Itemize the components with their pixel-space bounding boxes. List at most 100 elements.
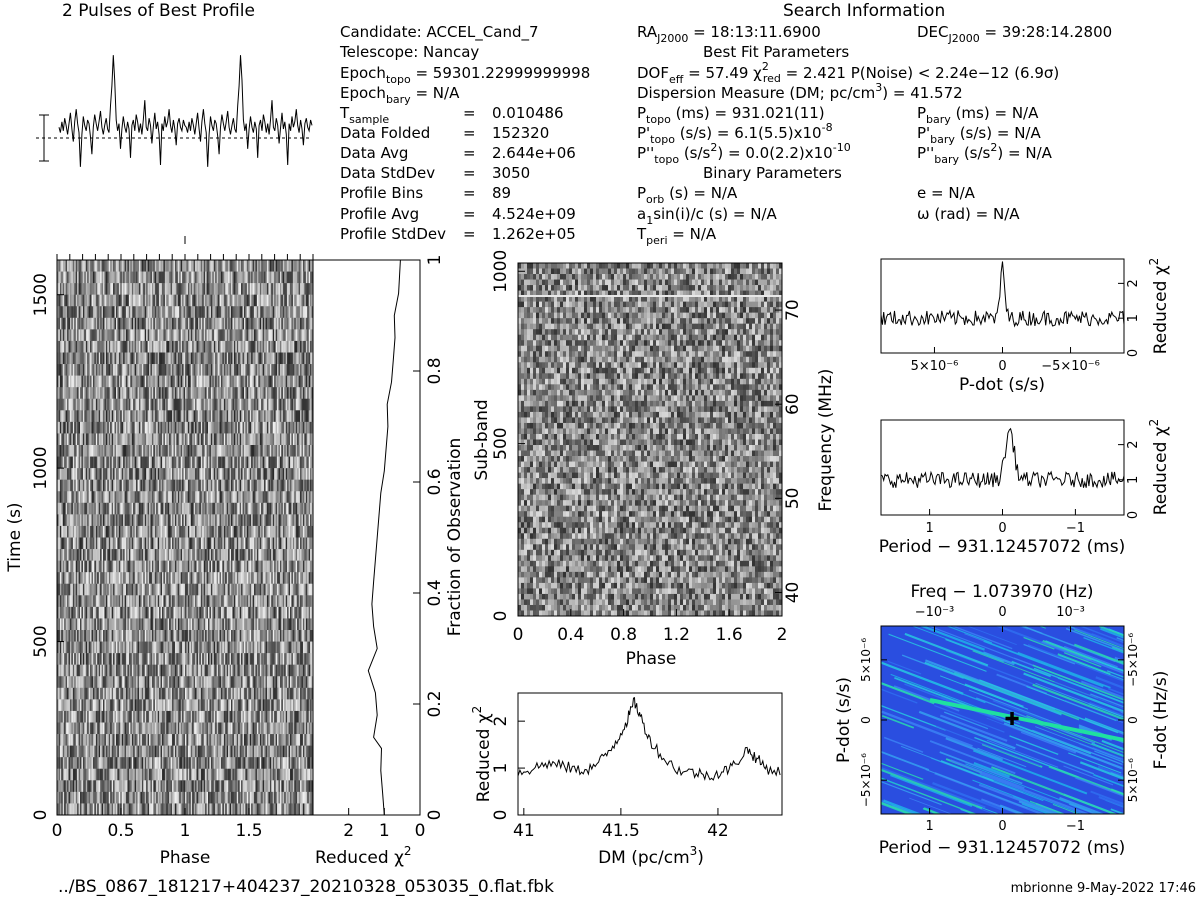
time-phase-cell <box>197 294 200 307</box>
time-phase-cell <box>97 468 100 480</box>
time-phase-cell <box>289 271 292 284</box>
time-phase-cell <box>173 433 176 446</box>
time-phase-cell <box>108 514 111 527</box>
time-phase-cell <box>229 364 232 376</box>
time-phase-cell <box>75 317 78 330</box>
time-phase-cell <box>200 445 203 457</box>
time-phase-cell <box>84 502 87 515</box>
time-phase-cell <box>202 491 205 504</box>
time-phase-cell <box>177 549 180 561</box>
time-phase-cell <box>297 329 300 342</box>
time-phase-cell <box>190 537 193 550</box>
time-phase-cell <box>259 468 262 480</box>
time-phase-cell <box>277 537 279 550</box>
time-phase-cell <box>285 306 288 319</box>
time-phase-cell <box>87 294 90 307</box>
time-phase-cell <box>254 421 256 434</box>
time-phase-cell <box>71 502 74 515</box>
time-phase-cell <box>219 537 222 550</box>
time-phase-cell <box>279 410 282 423</box>
time-phase-cell <box>101 364 104 376</box>
time-phase-cell <box>213 491 216 504</box>
time-phase-cell <box>120 271 123 284</box>
time-phase-cell <box>251 294 253 307</box>
time-phase-cell <box>94 260 97 272</box>
time-phase-cell <box>243 525 246 538</box>
time-phase-cell <box>226 317 229 330</box>
time-phase-cell <box>159 352 161 365</box>
time-phase-cell <box>138 537 141 550</box>
time-phase-cell <box>300 410 302 423</box>
time-phase-cell <box>151 260 154 272</box>
time-phase-cell <box>183 260 186 272</box>
time-phase-cell <box>275 549 278 561</box>
time-phase-cell <box>294 329 297 342</box>
time-phase-cell <box>278 421 281 434</box>
time-phase-cell <box>123 294 125 307</box>
time-phase-cell <box>57 433 59 446</box>
time-phase-cell <box>219 260 222 272</box>
time-phase-cell <box>216 410 219 423</box>
time-phase-cell <box>277 421 279 434</box>
time-phase-cell <box>157 433 160 446</box>
time-phase-cell <box>233 271 236 284</box>
time-phase-cell <box>292 271 295 284</box>
time-phase-cell <box>285 260 288 272</box>
time-phase-cell <box>136 445 138 457</box>
time-phase-cell <box>277 479 279 492</box>
time-phase-cell <box>298 549 301 561</box>
time-phase-cell <box>268 468 271 480</box>
time-phase-cell <box>108 433 111 446</box>
time-phase-cell <box>163 491 166 504</box>
time-phase-cell <box>59 271 62 284</box>
time-phase-cell <box>69 445 72 457</box>
time-phase-cell <box>301 375 304 388</box>
time-phase-cell <box>147 283 150 295</box>
time-phase-cell <box>205 421 207 434</box>
time-phase-cell <box>167 502 170 515</box>
time-phase-cell <box>254 525 256 538</box>
time-phase-cell <box>137 549 140 561</box>
time-phase-cell <box>134 340 137 353</box>
time-phase-cell <box>189 329 192 342</box>
time-phase-cell <box>110 433 113 446</box>
time-phase-cell <box>259 387 262 400</box>
time-phase-cell <box>174 364 177 376</box>
time-phase-cell <box>187 375 190 388</box>
time-phase-cell <box>239 352 242 365</box>
time-phase-cell <box>77 456 79 469</box>
time-phase-cell <box>127 421 130 434</box>
time-phase-cell <box>249 491 252 504</box>
time-phase-cell <box>169 410 172 423</box>
time-phase-cell <box>167 306 170 319</box>
time-phase-cell <box>274 260 277 272</box>
time-phase-cell <box>65 491 68 504</box>
time-phase-cell <box>140 572 143 585</box>
time-phase-cell <box>153 364 156 376</box>
time-phase-cell <box>146 537 149 550</box>
time-phase-cell <box>199 340 202 353</box>
time-phase-cell <box>212 340 215 353</box>
time-phase-cell <box>228 283 230 295</box>
time-phase-cell <box>225 364 228 376</box>
time-phase-cell <box>228 525 230 538</box>
time-phase-cell <box>138 421 141 434</box>
time-phase-cell <box>141 398 144 411</box>
time-phase-cell <box>114 398 117 411</box>
time-phase-cell <box>285 283 288 295</box>
time-phase-cell <box>252 468 255 480</box>
time-phase-cell <box>134 525 137 538</box>
time-phase-cell <box>202 479 205 492</box>
time-phase-cell <box>245 433 248 446</box>
time-phase-cell <box>222 375 225 388</box>
time-phase-cell <box>291 271 294 284</box>
time-phase-cell <box>302 398 305 411</box>
time-phase-cell <box>229 560 232 573</box>
time-phase-cell <box>183 549 186 561</box>
time-phase-cell <box>144 352 147 365</box>
time-phase-cell <box>215 549 218 561</box>
time-phase-cell <box>248 306 251 319</box>
time-phase-cell <box>77 537 79 550</box>
time-phase-cell <box>236 410 239 423</box>
time-phase-cell <box>223 549 226 561</box>
